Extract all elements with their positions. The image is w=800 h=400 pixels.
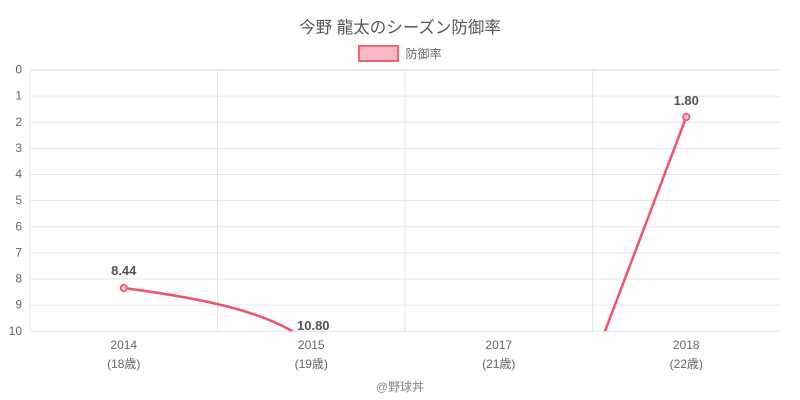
svg-text:8.44: 8.44 [111, 263, 137, 278]
svg-text:(19歳): (19歳) [295, 357, 328, 371]
svg-text:3: 3 [15, 141, 22, 155]
svg-text:2018: 2018 [673, 338, 700, 352]
svg-text:(18歳): (18歳) [107, 357, 140, 371]
svg-text:0: 0 [15, 63, 22, 77]
svg-text:2015: 2015 [298, 338, 325, 352]
svg-text:1: 1 [15, 89, 22, 103]
svg-text:8: 8 [15, 272, 22, 286]
svg-text:(22歳): (22歳) [670, 357, 703, 371]
svg-text:10.80: 10.80 [297, 318, 330, 333]
svg-text:(21歳): (21歳) [482, 357, 515, 371]
svg-text:1.80: 1.80 [674, 93, 699, 108]
svg-text:2017: 2017 [485, 338, 512, 352]
svg-text:2014: 2014 [110, 338, 137, 352]
svg-text:5: 5 [15, 193, 22, 207]
svg-text:7: 7 [15, 245, 22, 259]
svg-text:2: 2 [15, 115, 22, 129]
svg-text:6: 6 [15, 219, 22, 233]
svg-text:9: 9 [15, 298, 22, 312]
svg-text:10: 10 [9, 324, 23, 338]
svg-text:4: 4 [15, 167, 22, 181]
